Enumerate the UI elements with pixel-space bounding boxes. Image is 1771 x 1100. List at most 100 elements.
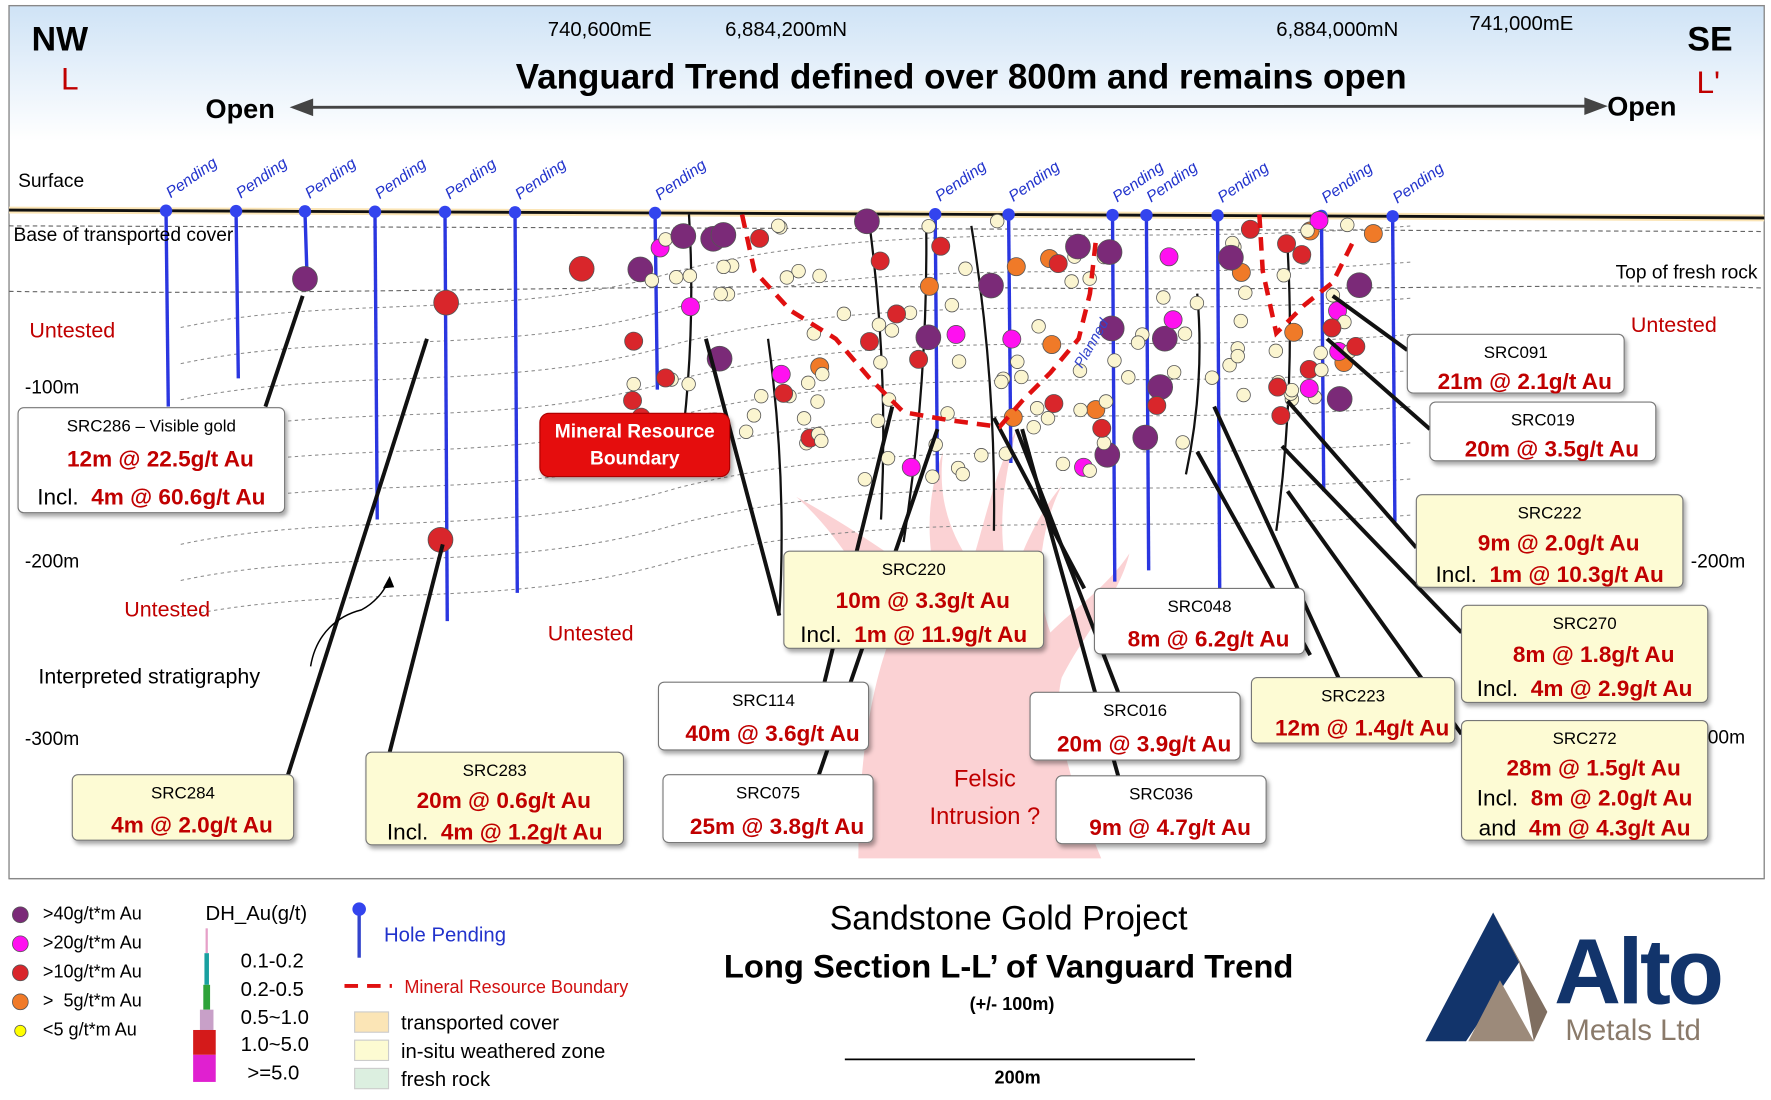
callout-line: Incl. 4m @ 60.6g/t Au: [37, 484, 265, 509]
intercept: [1323, 319, 1341, 337]
legend-swatch: [12, 994, 28, 1010]
callout-grade: 40m @ 3.6g/t Au: [685, 721, 859, 746]
callout-grade: 9m @ 4.7g/t Au: [1089, 815, 1251, 840]
intrusion-label: Intrusion ?: [930, 804, 1041, 830]
depth-label: -300m: [25, 729, 79, 750]
depth-label: -100m: [25, 378, 79, 399]
intercept: [1066, 234, 1091, 259]
collar: [1211, 209, 1223, 221]
intercept: [885, 324, 899, 338]
untested-label: Untested: [548, 621, 634, 645]
open-right: Open: [1607, 91, 1676, 122]
intercept: [916, 325, 941, 350]
drill-hole: [1113, 215, 1115, 582]
collar: [230, 205, 242, 217]
intercept: [780, 271, 794, 285]
intercept: [1043, 335, 1061, 353]
intercept: [771, 219, 785, 233]
intercept: [1315, 363, 1329, 377]
callout-prefix: Incl.: [1436, 562, 1477, 587]
hole-pending-label: Hole Pending: [384, 925, 506, 947]
intercept: [1097, 436, 1111, 450]
dh-title: DH_Au(g/t): [206, 903, 308, 925]
intercept: [1108, 354, 1122, 368]
intercept: [625, 332, 643, 350]
intercept: [754, 389, 768, 403]
intercept: [1030, 401, 1044, 415]
callout-grade: 1m @ 11.9g/t Au: [854, 622, 1027, 647]
callout: SRC27228m @ 1.5g/t AuIncl. 8m @ 2.0g/t A…: [1462, 721, 1708, 841]
intercept: [920, 277, 938, 295]
intercept: [860, 333, 878, 351]
collar: [929, 208, 941, 220]
intercept: [874, 356, 888, 370]
open-left: Open: [206, 93, 275, 124]
intercept: [1099, 395, 1113, 409]
intercept: [657, 369, 675, 387]
collar: [649, 207, 661, 219]
intercept: [1218, 245, 1243, 270]
nw-label: NW: [32, 21, 88, 59]
intercept: [1157, 291, 1171, 305]
resource-boundary-label: Mineral Resource: [555, 422, 715, 443]
intercept: [681, 298, 699, 316]
long-section-title: Long Section L-L’ of Vanguard Trend: [724, 948, 1294, 985]
intercept: [1277, 268, 1291, 282]
callout-grade: 20m @ 0.6g/t Au: [417, 788, 591, 813]
intercept: [815, 434, 829, 448]
intercept: [854, 209, 879, 234]
callout-line: and 4m @ 4.3g/t Au: [1479, 816, 1691, 841]
drill-hole: [236, 211, 238, 378]
intercept: [922, 220, 936, 234]
intercept: [1190, 296, 1204, 310]
dh-class: 1.0~5.0: [241, 1034, 309, 1056]
callout-grade: 1m @ 10.3g/t Au: [1489, 562, 1663, 587]
callout-grade: 8m @ 6.2g/t Au: [1128, 626, 1290, 651]
intercept: [645, 274, 659, 288]
callout: SRC016 20m @ 3.9g/t Au: [1030, 692, 1240, 760]
collar: [369, 205, 381, 217]
intercept: [1269, 378, 1287, 396]
intercept: [751, 229, 769, 247]
callout-prefix: Incl.: [37, 484, 78, 509]
callout-grade: 4m @ 1.2g/t Au: [441, 819, 603, 844]
intercept: [797, 412, 811, 426]
callout-name: SRC223: [1321, 686, 1385, 705]
callout-name: SRC016: [1103, 701, 1167, 720]
intercept: [683, 269, 697, 283]
intercept: [1347, 273, 1372, 298]
intercept: [1341, 218, 1355, 232]
callout-name: SRC270: [1553, 614, 1617, 633]
intercept: [293, 267, 318, 292]
callout-prefix: and: [1479, 816, 1517, 841]
callout-grade: 20m @ 3.9g/t Au: [1057, 731, 1231, 756]
callout-prefix: Incl.: [387, 819, 428, 844]
intercept: [434, 290, 459, 315]
callout-line: 12m @ 22.5g/t Au: [67, 446, 254, 471]
logo-text: Alto: [1554, 920, 1720, 1024]
zone-label: fresh rock: [401, 1069, 491, 1091]
intercept: [1293, 245, 1311, 263]
intercept: [1278, 235, 1296, 253]
callout-line: 8m @ 1.8g/t Au: [1513, 642, 1675, 667]
intercept: [1045, 394, 1063, 412]
intercept: [1131, 336, 1145, 350]
intercept: [1301, 224, 1315, 238]
drill-hole: [1146, 215, 1148, 570]
collar: [1002, 208, 1014, 220]
intercept: [1011, 355, 1025, 369]
intercept: [1041, 411, 1055, 425]
intercept: [1093, 419, 1111, 437]
collar: [1106, 209, 1118, 221]
callout-grade: 20m @ 3.5g/t Au: [1465, 437, 1639, 462]
intercept: [1032, 320, 1046, 334]
depth-label: 00m: [1708, 728, 1745, 749]
drill-hole: [445, 212, 447, 621]
zone-label: in-situ weathered zone: [401, 1041, 605, 1063]
intercept: [995, 375, 1009, 389]
dh-class: >=5.0: [247, 1062, 299, 1084]
intercept: [947, 325, 965, 343]
callout-name: SRC283: [463, 761, 527, 780]
callout: SRC283 20m @ 0.6g/t Au Incl. 4m @ 1.2g/t A…: [366, 752, 624, 845]
callout: SRC09121m @ 2.1g/t Au: [1407, 334, 1624, 394]
